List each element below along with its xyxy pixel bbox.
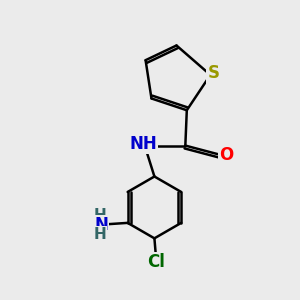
Text: H: H bbox=[93, 227, 106, 242]
Text: S: S bbox=[207, 64, 219, 82]
Text: NH: NH bbox=[129, 135, 157, 153]
Text: O: O bbox=[219, 146, 234, 164]
Text: H: H bbox=[93, 208, 106, 223]
Text: Cl: Cl bbox=[147, 253, 165, 271]
Text: N: N bbox=[94, 216, 108, 234]
